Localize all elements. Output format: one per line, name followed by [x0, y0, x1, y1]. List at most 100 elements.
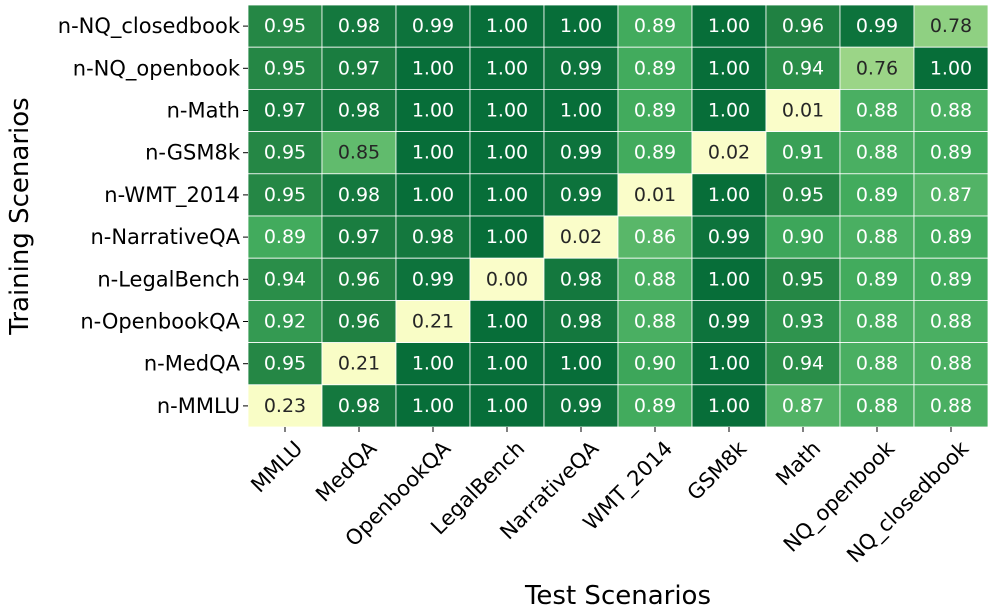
cell-value-label: 0.88	[856, 311, 898, 333]
heatmap-cell	[247, 215, 323, 259]
cell-value-label: 0.88	[634, 268, 676, 290]
heatmap-cell	[913, 173, 989, 217]
cell-value-label: 0.88	[930, 311, 972, 333]
heatmap-cell	[543, 173, 619, 217]
heatmap-cell	[321, 173, 397, 217]
cell-value-label: 0.99	[856, 15, 898, 37]
cell-value-label: 0.88	[930, 100, 972, 122]
cell-value-label: 1.00	[486, 142, 528, 164]
heatmap-cell	[765, 342, 841, 386]
cell-value-label: 0.89	[930, 268, 972, 290]
heatmap-cell	[839, 173, 915, 217]
heatmap-cell	[839, 131, 915, 175]
cell-value-label: 0.98	[338, 15, 380, 37]
heatmap-cell	[913, 257, 989, 301]
heatmap-cell	[469, 46, 545, 90]
cell-value-label: 0.91	[782, 142, 824, 164]
heatmap-cell	[247, 4, 323, 48]
heatmap-cell	[839, 299, 915, 343]
cell-value-label: 0.76	[856, 57, 898, 79]
cell-value-label: 0.00	[486, 268, 528, 290]
x-tick-labels: MMLU MedQAOpenbookQALegalBenchNarrativeQA…	[246, 427, 975, 568]
cell-value-label: 1.00	[412, 184, 454, 206]
cell-value-label: 1.00	[412, 57, 454, 79]
cell-value-label: 0.88	[856, 226, 898, 248]
cell-value-label: 0.89	[634, 100, 676, 122]
heatmap-cell	[839, 384, 915, 428]
cell-value-label: 1.00	[708, 57, 750, 79]
heatmap-cell	[321, 342, 397, 386]
y-tick-label: n-OpenbookQA	[80, 310, 240, 334]
cell-value-label: 0.99	[560, 142, 602, 164]
cell-value-label: 1.00	[708, 395, 750, 417]
cell-value-label: 0.93	[782, 311, 824, 333]
heatmap-cell	[321, 299, 397, 343]
y-tick-label: n-MMLU	[157, 394, 240, 418]
cell-value-label: 0.99	[412, 268, 454, 290]
heatmap-cell	[691, 299, 767, 343]
x-tick-label: MedQA	[311, 436, 382, 507]
x-axis-title: Test Scenarios	[524, 581, 711, 611]
cell-value-label: 1.00	[486, 311, 528, 333]
heatmap-cell	[691, 342, 767, 386]
cell-value-label: 0.89	[634, 15, 676, 37]
cell-value-label: 0.23	[264, 395, 306, 417]
cell-value-label: 0.89	[856, 268, 898, 290]
cell-value-label: 0.97	[338, 226, 380, 248]
cell-value-label: 0.90	[782, 226, 824, 248]
heatmap-cell	[247, 257, 323, 301]
heatmap-cell	[691, 257, 767, 301]
cell-value-label: 1.00	[708, 184, 750, 206]
cell-value-label: 1.00	[412, 395, 454, 417]
heatmap-cell	[469, 257, 545, 301]
cell-value-label: 0.96	[782, 15, 824, 37]
cell-value-label: 0.95	[264, 142, 306, 164]
cell-value-label: 0.98	[338, 395, 380, 417]
heatmap-cell	[765, 131, 841, 175]
cell-value-label: 1.00	[412, 353, 454, 375]
cell-value-label: 0.02	[708, 142, 750, 164]
cell-value-label: 0.92	[264, 311, 306, 333]
cell-value-label: 1.00	[486, 184, 528, 206]
heatmap-cell	[839, 257, 915, 301]
heatmap-cell	[913, 4, 989, 48]
cell-value-label: 0.99	[412, 15, 454, 37]
heatmap-cell	[395, 299, 471, 343]
cell-value-label: 1.00	[486, 15, 528, 37]
heatmap-cell	[321, 89, 397, 133]
cell-value-label: 0.99	[560, 395, 602, 417]
cell-value-label: 0.95	[264, 15, 306, 37]
cell-value-label: 1.00	[560, 15, 602, 37]
y-tick-label: n-NarrativeQA	[90, 225, 240, 249]
cell-value-label: 0.88	[930, 353, 972, 375]
cell-value-label: 0.94	[782, 353, 824, 375]
cell-value-label: 0.89	[634, 395, 676, 417]
cell-value-label: 0.99	[708, 311, 750, 333]
cell-value-label: 0.98	[412, 226, 454, 248]
y-tick-label: n-NQ_closedbook	[58, 14, 241, 39]
cell-value-label: 0.95	[782, 184, 824, 206]
cell-value-label: 0.95	[264, 57, 306, 79]
heatmap-cell	[691, 173, 767, 217]
heatmap-cell	[543, 89, 619, 133]
heatmap-cell	[913, 299, 989, 343]
y-tick-label: n-MedQA	[144, 352, 241, 376]
cell-value-label: 0.94	[782, 57, 824, 79]
cell-value-label: 0.88	[856, 395, 898, 417]
heatmap-cell	[913, 89, 989, 133]
cell-value-label: 0.89	[264, 226, 306, 248]
heatmap-cell	[913, 131, 989, 175]
heatmap-cell	[617, 215, 693, 259]
heatmap-cell	[395, 4, 471, 48]
heatmap-cells: 0.95 0.98 0.99 1.00 1.00 0.89 1.00 0.96 0.99 0.78…	[247, 4, 989, 428]
heatmap-cell	[617, 131, 693, 175]
cell-value-label: 0.94	[264, 268, 306, 290]
heatmap-cell	[765, 299, 841, 343]
cell-value-label: 0.96	[338, 311, 380, 333]
cell-value-label: 0.89	[856, 184, 898, 206]
cell-value-label: 0.99	[708, 226, 750, 248]
heatmap-cell	[765, 89, 841, 133]
cell-value-label: 0.88	[930, 395, 972, 417]
cell-value-label: 1.00	[560, 353, 602, 375]
